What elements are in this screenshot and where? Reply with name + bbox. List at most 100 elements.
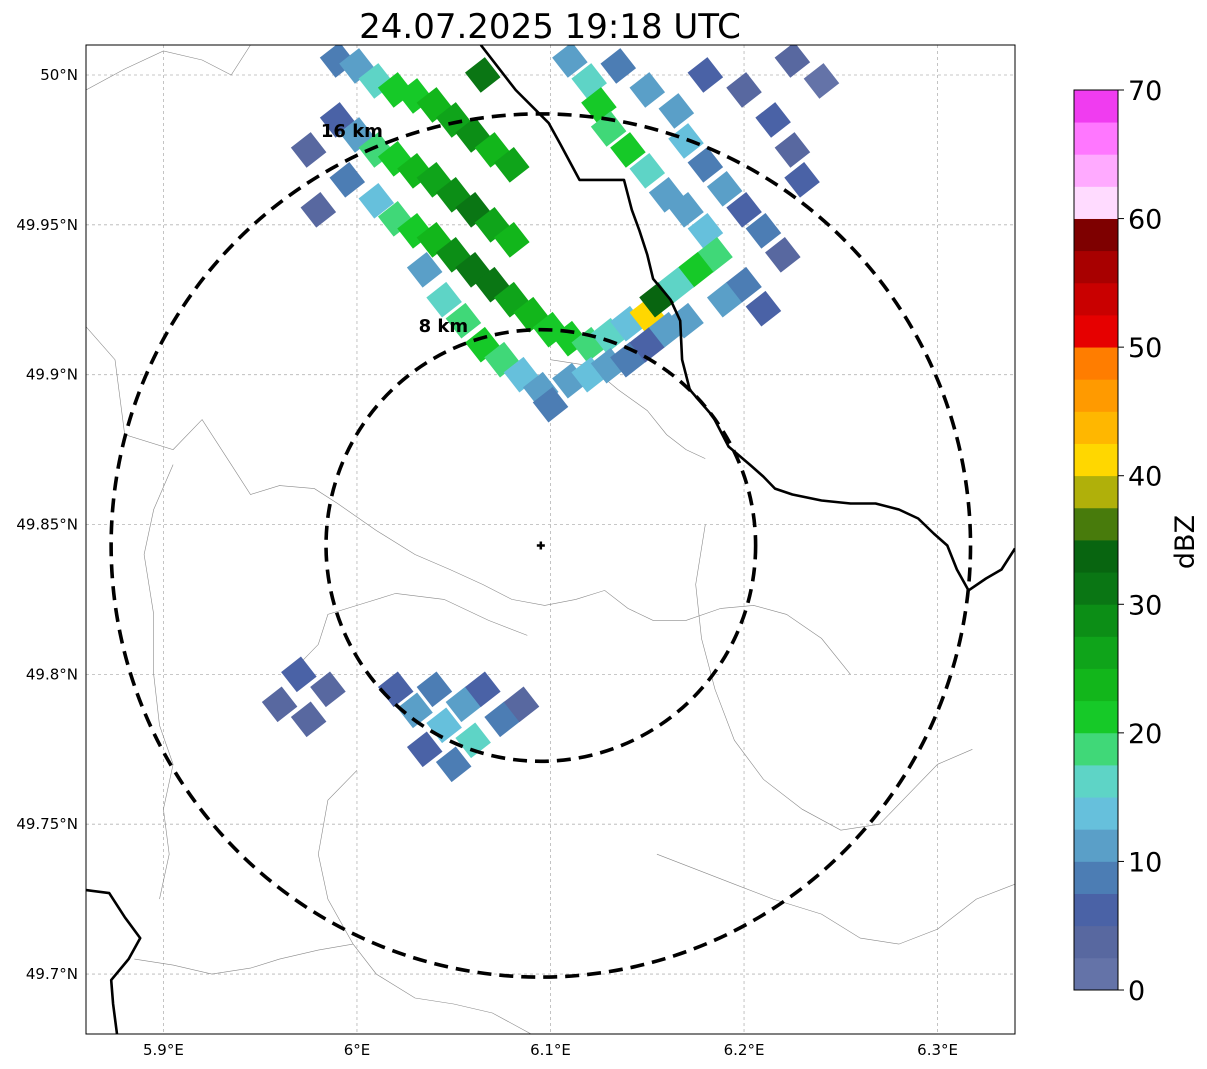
latitude-ticks: 49.7°N 49.75°N 49.8°N 49.85°N 49.9°N 49.95°N 5… (16, 66, 78, 983)
map-panel: 8 km 16 km 5.9°E 6°E 6.1°E 6.2°E 6.3°E 49.7°N… (16, 44, 1016, 1059)
reflectivity-cell (726, 191, 762, 228)
colorbar-bin (1074, 700, 1118, 734)
range-ring-label: 16 km (321, 121, 383, 142)
colorbar-bin (1074, 829, 1118, 862)
reflectivity-cell (464, 57, 501, 93)
reflectivity-cell (803, 63, 840, 99)
admin-boundary-line (317, 770, 532, 1034)
lat-tick-label: 49.75°N (16, 815, 78, 833)
reflectivity-cell (668, 123, 704, 159)
colorbar-bin (1074, 957, 1118, 991)
reflectivity-cell (687, 57, 724, 93)
lat-tick-label: 49.8°N (26, 665, 78, 683)
admin-boundary-line (143, 464, 174, 900)
lon-tick-label: 6.1°E (530, 1041, 571, 1059)
colorbar-bin (1074, 925, 1118, 959)
reflectivity-cell (658, 266, 695, 303)
lat-tick-label: 49.9°N (26, 366, 78, 384)
reflectivity-cell (406, 731, 443, 768)
colorbar-bin (1074, 315, 1118, 348)
radar-site-marker (536, 541, 545, 550)
reflectivity-cell (552, 45, 588, 78)
reflectivity-cell (755, 102, 791, 138)
colorbar-bin (1074, 668, 1118, 702)
map-title: 24.07.2025 19:18 UTC (359, 7, 741, 47)
colorbar-ticks: 0 10 20 30 40 50 60 70 (1118, 76, 1162, 1007)
reflectivity-cell (290, 701, 327, 738)
reflectivity-cell (687, 146, 724, 183)
colorbar-tick-label: 60 (1128, 205, 1162, 236)
range-ring-labels: 8 km 16 km (321, 121, 468, 337)
national-border (86, 45, 1015, 1034)
reflectivity-cell (668, 192, 704, 228)
map-frame (85, 44, 1016, 1035)
lon-tick-label: 6°E (344, 1041, 371, 1059)
reflectivity-cell (629, 153, 666, 189)
colorbar-bin (1074, 604, 1118, 637)
lat-tick-label: 49.95°N (16, 216, 78, 234)
reflectivity-cell (774, 132, 811, 168)
colorbar-bin (1074, 861, 1118, 894)
reflectivity-cell (610, 132, 646, 168)
reflectivity-cell (726, 72, 762, 108)
lat-tick-label: 49.7°N (26, 965, 78, 983)
admin-boundary-line (134, 943, 354, 975)
reflectivity-cell (600, 48, 637, 84)
reflectivity-cell (358, 183, 395, 219)
colorbar-tick-label: 40 (1128, 462, 1162, 493)
reflectivity-cell (261, 686, 298, 723)
national-border-line (479, 45, 1015, 592)
reflectivity-cell (435, 746, 472, 783)
reflectivity-cell (281, 656, 317, 693)
reflectivity-cell (590, 111, 627, 147)
reflectivity-cell (658, 93, 695, 129)
reflectivity-cell (300, 192, 337, 228)
range-rings (109, 112, 973, 979)
reflectivity-cell (416, 671, 453, 708)
reflectivity-cell (784, 162, 820, 198)
colorbar-bin (1074, 765, 1118, 798)
colorbar: 0 10 20 30 40 50 60 70 dBZ (1073, 76, 1201, 1007)
colorbar-bin (1074, 154, 1118, 187)
admin-boundaries (86, 45, 1015, 1034)
lat-tick-label: 49.85°N (16, 516, 78, 534)
reflectivity-cell (629, 72, 666, 108)
reflectivity-cell (774, 45, 811, 78)
colorbar-tick-label: 50 (1128, 333, 1162, 364)
reflectivity-cell (290, 132, 327, 168)
range-ring-label: 8 km (419, 316, 469, 337)
reflectivity-cell (532, 386, 569, 423)
colorbar-bin (1074, 507, 1118, 541)
reflectivity-cell (503, 686, 540, 723)
reflectivity-cell (745, 213, 782, 249)
colorbar-bin (1074, 540, 1118, 573)
lat-tick-label: 50°N (40, 66, 78, 84)
colorbar-bin (1074, 282, 1118, 316)
national-border-line (86, 888, 142, 1034)
colorbar-bin (1074, 186, 1118, 219)
reflectivity-cell (745, 290, 782, 327)
colorbar-bin (1074, 122, 1118, 155)
reflectivity-cell (706, 171, 743, 207)
colorbar-bin (1074, 893, 1118, 927)
reflectivity-cell (494, 222, 530, 258)
colorbar-tick-label: 20 (1128, 719, 1162, 750)
reflectivity-cell (765, 236, 801, 273)
colorbar-bin (1074, 250, 1118, 284)
colorbar-tick-label: 70 (1128, 76, 1162, 107)
admin-boundary-line (288, 593, 528, 675)
reflectivity-cell (397, 692, 433, 729)
lon-tick-label: 6.2°E (724, 1041, 765, 1059)
colorbar-tick-label: 0 (1128, 976, 1145, 1007)
range-ring (324, 327, 758, 764)
reflectivity-cell (426, 281, 462, 318)
reflectivity-cell (493, 147, 530, 183)
colorbar-bin (1074, 443, 1118, 477)
colorbar-bin (1074, 411, 1118, 444)
lon-tick-label: 6.3°E (917, 1041, 958, 1059)
colorbar-bin (1074, 636, 1118, 669)
colorbar-bin (1074, 797, 1118, 830)
range-ring (109, 112, 973, 979)
reflectivity-cell (726, 266, 762, 303)
